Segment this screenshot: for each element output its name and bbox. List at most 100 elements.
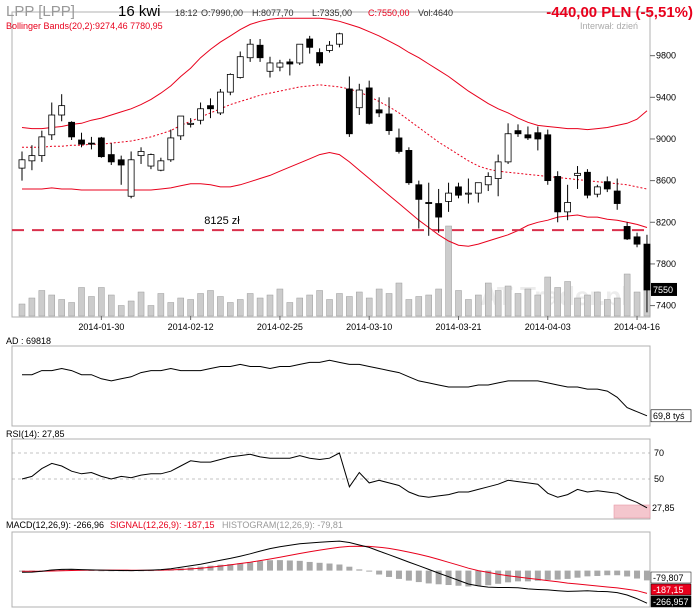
macd-histogram-bar [346,566,353,571]
candle-up [326,44,333,51]
volume-bar [514,293,522,317]
rsi-chart: 50 70 27,85 [12,448,675,519]
volume-bar [296,297,304,317]
volume-bar [187,299,194,317]
candle-down [623,226,631,240]
macd-histogram-bar [257,561,264,571]
macd-histogram-bar [395,570,402,579]
candle-down [385,113,393,132]
last-price-label: 7550 [653,285,673,295]
candle-up [157,160,165,171]
macd-histogram-bar [495,570,502,584]
macd-histogram-bar [505,570,512,583]
rsi-last-label: 27,85 [652,503,675,513]
quote-high: H:8077,70 [252,8,294,18]
volume-bar [445,225,452,317]
volume-bar [356,291,363,317]
candle-up [445,192,452,202]
quote-close: C:7550,00 [368,8,410,18]
volume-bar [594,291,601,317]
macd-histogram-bar [564,570,571,579]
price-axis-label: 9000 [656,134,676,144]
macd-hist-last-label: -79,807 [653,573,684,583]
volume-bar [236,299,244,317]
volume-bar [365,297,373,317]
candle-up [564,202,571,213]
volume-bar [613,297,621,317]
candle-up [355,89,363,109]
volume-bar [465,299,472,317]
candle-up [137,151,145,157]
volume-bar [28,297,36,317]
candle-up [167,137,175,161]
macd-histogram-bar [386,570,393,577]
macd-histogram-bar [465,570,472,587]
price-panel [11,11,651,318]
volume-bar [425,294,432,317]
macd-histogram-bar [594,570,601,576]
macd-histogram-bar [475,570,482,586]
volume-bar [127,300,135,317]
volume-bar [38,290,46,317]
macd-histogram-bar [247,562,254,571]
rsi-line [21,452,648,509]
candle-down [316,52,324,64]
macd-histogram-bar [485,570,492,586]
candle-up [177,115,185,137]
volume-bar [286,302,294,317]
macd-histogram-bar [147,570,154,572]
volume-bar [246,293,254,317]
candle-up [38,136,46,157]
quote-date: 16 kwi [118,3,161,20]
candle-up [246,43,254,59]
volume-bar [217,296,224,317]
volume-bar [385,293,393,317]
volume-bar [266,294,274,317]
candle-down [613,190,621,204]
macd-histogram-bar [98,570,105,572]
candle-down [107,154,115,163]
price-axis-label: 9800 [656,51,676,61]
ad-chart: 69,8 tyś [22,359,692,423]
candle-down [554,176,562,213]
candle-up [296,43,304,64]
macd-histogram-bar [425,570,432,584]
candle-up [504,133,512,163]
ticker-title: LPP [LPP] [6,3,75,20]
macd-histogram-bar [286,560,293,571]
macd-histogram-bar [544,570,551,580]
watermark: AT Trader.pl [480,281,628,311]
bollinger-upper-line [21,17,648,131]
ad-panel [11,345,651,427]
volume-bar [405,299,413,317]
macd-histogram-bar [336,564,343,571]
macd-histogram-bar [584,570,591,577]
candle-down [455,186,462,196]
candle-up [28,155,36,162]
macd-histogram-bar [138,570,145,572]
volume-bar [256,297,264,317]
candle-down [256,44,264,59]
candle-up [18,159,26,169]
candle-down [534,132,542,140]
bollinger-lower-line [22,151,648,247]
candle-up [574,172,581,176]
price-chart: 7400 7800 8200 8600 9000 9400 9800 8125 zł 7550 2… [12,17,677,332]
price-axis-label: 8200 [656,217,676,227]
macd-histogram-bar [88,570,95,571]
x-axis-label: 2014-02-25 [257,322,303,332]
candle-up [593,186,601,195]
volume-bar [346,296,353,317]
candle-up [336,33,343,45]
macd-histogram-bar [455,570,462,586]
rsi-title: RSI(14): 27,85 [6,429,65,439]
x-axis-label: 2014-04-03 [525,322,571,332]
quote-time: 18:12 [175,8,198,18]
candle-down [514,130,522,135]
candle-down [306,38,314,48]
volume-bar [336,293,343,317]
macd-histogram-bar [326,563,333,571]
candle-down [524,134,532,139]
volume-bar [98,287,105,317]
candle-down [365,87,373,124]
